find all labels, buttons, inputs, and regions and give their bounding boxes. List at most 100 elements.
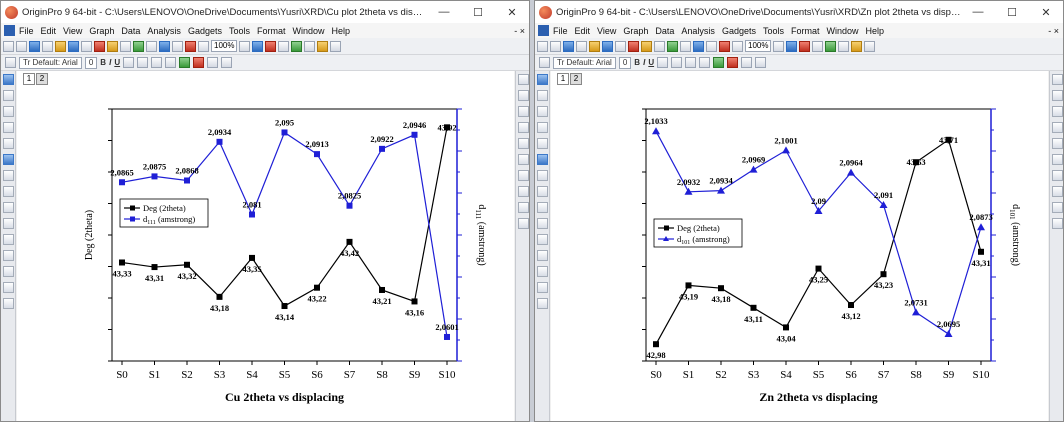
save-icon[interactable] <box>68 40 79 52</box>
region-tool-icon[interactable] <box>3 266 14 277</box>
merge-icon[interactable] <box>1052 106 1063 117</box>
draw-data-icon[interactable] <box>3 250 14 261</box>
object-manager-icon[interactable] <box>838 40 850 52</box>
data-selector-icon[interactable] <box>537 154 548 165</box>
text-tool-icon[interactable] <box>3 186 14 197</box>
legend-icon[interactable] <box>1052 138 1063 149</box>
new-workbook-icon[interactable] <box>550 40 561 52</box>
line-tool-icon[interactable] <box>3 218 14 229</box>
line-style-icon[interactable] <box>741 57 753 68</box>
duplicate-icon[interactable] <box>654 40 665 52</box>
copy-icon[interactable] <box>680 40 691 52</box>
import-icon[interactable] <box>615 40 626 52</box>
rectangle-tool-icon[interactable] <box>3 234 14 245</box>
new-workbook-icon[interactable] <box>16 40 27 52</box>
scale-tool-icon[interactable] <box>537 106 548 117</box>
export-icon[interactable] <box>1052 218 1063 229</box>
subscript-icon[interactable] <box>137 57 149 68</box>
layer-1-tab[interactable]: 1 <box>23 73 35 85</box>
title-bar[interactable]: OriginPro 9 64-bit - C:\Users\LENOVO\One… <box>535 1 1063 23</box>
legend-icon[interactable] <box>518 138 529 149</box>
grid-icon[interactable] <box>1052 170 1063 181</box>
new-matrix-icon[interactable] <box>42 40 53 52</box>
script-icon[interactable] <box>693 40 704 52</box>
align-icon[interactable] <box>699 57 711 68</box>
merge-icon[interactable] <box>518 106 529 117</box>
data-selector-icon[interactable] <box>3 154 14 165</box>
greek-icon[interactable] <box>685 57 697 68</box>
menu-help[interactable]: Help <box>865 25 885 36</box>
font-size-select[interactable]: 0 <box>84 56 98 69</box>
minimize-button[interactable]: — <box>972 6 984 18</box>
data-reader-icon[interactable] <box>537 138 548 149</box>
add-layer-icon[interactable] <box>1052 90 1063 101</box>
code-builder-icon[interactable] <box>732 40 743 52</box>
graph-page[interactable]: 1 2 S0 S1 S2 S3 S4 S5 S6 S7 S8 S9 S10 Zn 2theta vs … <box>551 71 1048 421</box>
screen-reader-icon[interactable] <box>537 122 548 133</box>
graph-window-icon[interactable] <box>4 25 15 36</box>
pointer-icon[interactable] <box>537 74 548 85</box>
data-reader-icon[interactable] <box>3 138 14 149</box>
duplicate-icon[interactable] <box>120 40 131 52</box>
child-window-controls[interactable]: - × <box>514 25 525 36</box>
style-icon[interactable] <box>539 57 550 68</box>
layer-tool-icon[interactable] <box>3 298 14 309</box>
region-tool-icon[interactable] <box>537 266 548 277</box>
apps-icon[interactable] <box>851 40 863 52</box>
graph-page[interactable]: 1 2 S0 S1 S2 S3 S4 S5 S6 S7 S8 S9 S10 Cu 2theta vs … <box>17 71 514 421</box>
script-icon[interactable] <box>159 40 170 52</box>
font-select[interactable]: Tr Default: Arial <box>553 56 616 69</box>
axis-icon[interactable] <box>518 154 529 165</box>
minimize-button[interactable]: — <box>438 6 450 18</box>
timestamp-icon[interactable] <box>1052 186 1063 197</box>
command-window-icon[interactable] <box>825 40 837 52</box>
layer-1-tab[interactable]: 1 <box>557 73 569 85</box>
graph-window-icon[interactable] <box>538 25 549 36</box>
arrow-tool-icon[interactable] <box>537 202 548 213</box>
zoom-in-icon[interactable] <box>773 40 785 52</box>
italic-button[interactable]: I <box>109 58 112 67</box>
add-layer-icon[interactable] <box>518 90 529 101</box>
grid-icon[interactable] <box>518 170 529 181</box>
menu-tools[interactable]: Tools <box>228 25 250 36</box>
menu-analysis[interactable]: Analysis <box>147 25 181 36</box>
new-project-icon[interactable] <box>3 40 14 52</box>
new-graph-icon[interactable] <box>563 40 574 52</box>
line-style-icon[interactable] <box>207 57 219 68</box>
menu-data[interactable]: Data <box>655 25 675 36</box>
refresh-icon[interactable] <box>641 40 652 52</box>
menu-file[interactable]: File <box>553 25 568 36</box>
annotation-icon[interactable] <box>3 282 14 293</box>
subscript-icon[interactable] <box>671 57 683 68</box>
align-icon[interactable] <box>165 57 177 68</box>
axis-icon[interactable] <box>1052 154 1063 165</box>
toolbar-more-icon[interactable] <box>864 40 876 52</box>
print-icon[interactable] <box>94 40 105 52</box>
close-button[interactable]: ✕ <box>1041 6 1051 19</box>
close-button[interactable]: ✕ <box>507 6 517 19</box>
bold-button[interactable]: B <box>634 58 641 67</box>
plot-icon[interactable] <box>133 40 144 52</box>
superscript-icon[interactable] <box>123 57 135 68</box>
title-bar[interactable]: OriginPro 9 64-bit - C:\Users\LENOVO\One… <box>1 1 529 23</box>
arrange-icon[interactable] <box>518 122 529 133</box>
pointer-icon[interactable] <box>3 74 14 85</box>
open-icon[interactable] <box>589 40 600 52</box>
import-icon[interactable] <box>81 40 92 52</box>
code-builder-icon[interactable] <box>198 40 209 52</box>
zoom-tool-icon[interactable] <box>537 90 548 101</box>
layer-icon[interactable] <box>706 40 717 52</box>
menu-file[interactable]: File <box>19 25 34 36</box>
bold-button[interactable]: B <box>100 58 107 67</box>
menu-gadgets[interactable]: Gadgets <box>721 25 756 36</box>
font-size-select[interactable]: 0 <box>618 56 632 69</box>
screen-reader-icon[interactable] <box>3 122 14 133</box>
annotation-icon[interactable] <box>537 282 548 293</box>
menu-format[interactable]: Format <box>256 25 286 36</box>
menu-view[interactable]: View <box>597 25 617 36</box>
menu-graph[interactable]: Graph <box>89 25 115 36</box>
line-color-icon[interactable] <box>193 57 205 68</box>
new-project-icon[interactable] <box>537 40 548 52</box>
underline-button[interactable]: U <box>648 58 655 67</box>
color-scale-icon[interactable] <box>1052 202 1063 213</box>
